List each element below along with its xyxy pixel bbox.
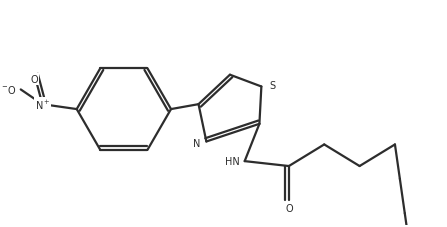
Text: O: O [31,74,38,84]
Text: N: N [193,139,200,149]
Text: $^{-}$O: $^{-}$O [0,84,16,96]
Text: N$^+$: N$^+$ [34,98,50,111]
Text: S: S [269,80,275,90]
Text: HN: HN [225,156,240,166]
Text: O: O [285,203,293,213]
